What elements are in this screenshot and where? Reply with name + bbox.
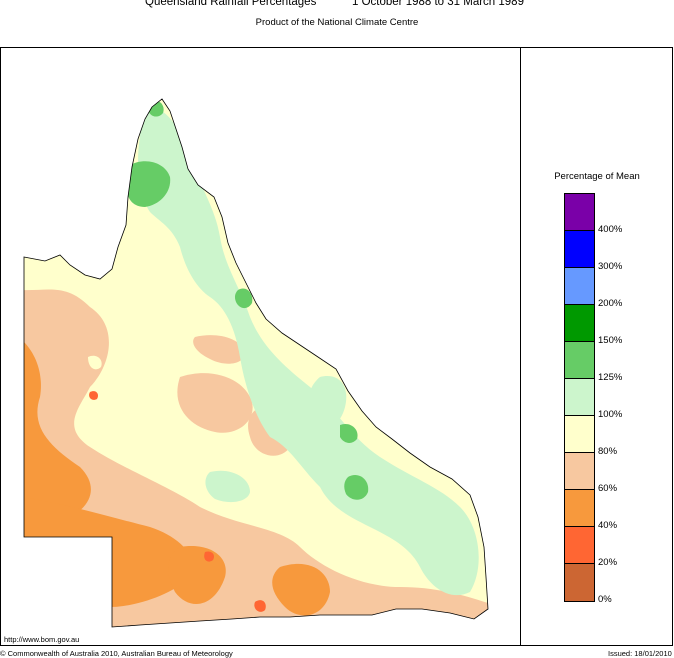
footer-issued: Issued: 18/01/2010 bbox=[608, 649, 672, 658]
map-title: Queensland Rainfall Percentages bbox=[145, 0, 317, 8]
queensland-outline bbox=[23, 98, 489, 628]
title-row: Queensland Rainfall Percentages 1 Octobe… bbox=[0, 0, 674, 12]
legend-label: 400% bbox=[598, 224, 623, 235]
legend-swatch bbox=[565, 231, 594, 268]
region-20-40-b bbox=[89, 391, 99, 400]
legend-label: 40% bbox=[598, 520, 618, 531]
region-125-150-d bbox=[340, 423, 358, 443]
legend-label: 0% bbox=[598, 594, 612, 605]
region-20-40-a bbox=[204, 551, 215, 562]
legend-label: 300% bbox=[598, 261, 623, 272]
region-80-100-patch bbox=[88, 355, 102, 370]
map-subtitle: Product of the National Climate Centre bbox=[255, 17, 419, 28]
legend-divider bbox=[520, 47, 521, 646]
region-125-150-c bbox=[234, 288, 253, 309]
legend-swatch bbox=[565, 564, 594, 601]
legend-swatch bbox=[565, 453, 594, 490]
region-100-125 bbox=[138, 106, 479, 596]
map-frame bbox=[0, 47, 673, 646]
rainfall-regions bbox=[24, 99, 488, 627]
legend-swatch bbox=[565, 527, 594, 564]
legend-label: 200% bbox=[598, 298, 623, 309]
legend-label: 125% bbox=[598, 372, 623, 383]
legend-label: 60% bbox=[598, 483, 618, 494]
region-125-150-a bbox=[127, 161, 171, 207]
region-40-60-west bbox=[24, 327, 91, 527]
region-80-100-patch3 bbox=[140, 245, 156, 260]
legend-swatch bbox=[565, 379, 594, 416]
legend-label: 20% bbox=[598, 557, 618, 568]
region-100-125-c bbox=[205, 470, 250, 503]
region-40-60-south3 bbox=[272, 563, 330, 616]
region-80-100-patch2 bbox=[120, 450, 138, 468]
region-20-40-c bbox=[254, 600, 266, 612]
legend-swatch bbox=[565, 342, 594, 379]
legend-colorbar bbox=[564, 193, 595, 602]
region-60-80-central bbox=[177, 373, 253, 433]
legend-swatch bbox=[565, 305, 594, 342]
region-100-125-b bbox=[308, 376, 347, 426]
footer-url: http://www.bom.gov.au bbox=[4, 635, 80, 644]
footer-copyright: © Commonwealth of Australia 2010, Austra… bbox=[0, 649, 233, 658]
legend-label: 150% bbox=[598, 335, 623, 346]
region-125-150-e bbox=[344, 474, 369, 500]
legend-title: Percentage of Mean bbox=[554, 171, 640, 182]
legend-swatch bbox=[565, 416, 594, 453]
region-60-80-north bbox=[193, 335, 245, 364]
legend-swatch bbox=[565, 194, 594, 231]
map-period: 1 October 1988 to 31 March 1989 bbox=[352, 0, 524, 8]
legend-swatch bbox=[565, 490, 594, 527]
rainfall-map bbox=[23, 98, 489, 628]
legend-swatch bbox=[565, 268, 594, 305]
legend-label: 80% bbox=[598, 446, 618, 457]
legend-label: 100% bbox=[598, 409, 623, 420]
